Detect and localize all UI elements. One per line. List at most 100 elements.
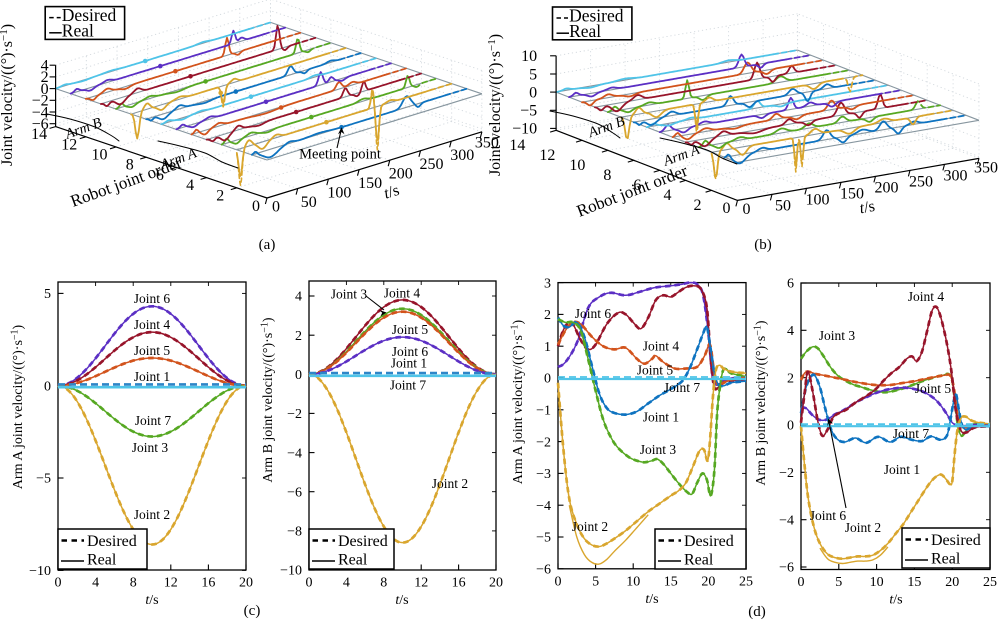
svg-text:2: 2 <box>295 329 302 344</box>
svg-text:−2: −2 <box>779 466 794 481</box>
svg-text:Desired: Desired <box>62 5 117 25</box>
svg-text:Real: Real <box>684 552 714 569</box>
svg-text:Real: Real <box>338 552 368 569</box>
svg-text:Joint 2: Joint 2 <box>845 520 881 535</box>
svg-text:Joint 3: Joint 3 <box>819 328 856 343</box>
svg-text:0: 0 <box>252 198 260 215</box>
svg-text:−6: −6 <box>32 116 49 133</box>
svg-text:Joint 1: Joint 1 <box>391 356 427 371</box>
svg-text:Joint 7: Joint 7 <box>390 377 427 392</box>
svg-text:Meeting point: Meeting point <box>299 147 381 163</box>
svg-text:10: 10 <box>92 147 108 164</box>
svg-text:−8: −8 <box>287 525 302 540</box>
svg-text:4: 4 <box>41 58 49 75</box>
svg-text:−4: −4 <box>287 446 302 461</box>
svg-text:Joint 2: Joint 2 <box>432 476 468 491</box>
svg-text:Arm B joint velocity/((°)·s−1): Arm B joint velocity/((°)·s−1) <box>753 320 770 486</box>
svg-text:5: 5 <box>529 66 537 83</box>
svg-text:t/s: t/s <box>395 593 408 608</box>
svg-text:5: 5 <box>835 575 842 590</box>
svg-text:25: 25 <box>983 575 997 590</box>
svg-text:Desired: Desired <box>338 533 388 550</box>
svg-text:150: 150 <box>840 185 864 202</box>
svg-text:−2: −2 <box>536 435 551 450</box>
svg-text:350: 350 <box>475 135 499 152</box>
svg-text:100: 100 <box>806 191 830 208</box>
svg-text:0: 0 <box>295 368 302 383</box>
svg-text:Real: Real <box>931 551 961 568</box>
svg-text:Joint 4: Joint 4 <box>908 289 945 304</box>
svg-text:Joint 3: Joint 3 <box>331 287 368 302</box>
svg-text:100: 100 <box>327 185 351 202</box>
svg-text:2: 2 <box>216 187 224 204</box>
svg-text:300: 300 <box>944 167 968 184</box>
svg-text:−2: −2 <box>287 407 302 422</box>
svg-text:Arm A joint velocity/((°)·s−1): Arm A joint velocity/((°)·s−1) <box>10 324 27 489</box>
svg-text:8: 8 <box>130 576 137 591</box>
svg-text:0: 0 <box>41 81 49 98</box>
svg-text:Joint 6: Joint 6 <box>392 344 429 359</box>
svg-text:−3: −3 <box>536 467 551 482</box>
svg-text:5: 5 <box>44 287 51 302</box>
svg-text:Joint 4: Joint 4 <box>384 285 421 300</box>
svg-text:10: 10 <box>569 157 585 174</box>
svg-text:0: 0 <box>55 576 62 591</box>
svg-text:t/s: t/s <box>858 198 876 217</box>
svg-text:Joint 1: Joint 1 <box>134 369 170 384</box>
svg-text:(a): (a) <box>259 237 276 253</box>
svg-text:4: 4 <box>186 177 194 194</box>
svg-text:25: 25 <box>739 574 753 589</box>
svg-text:−6: −6 <box>287 485 302 500</box>
svg-text:2: 2 <box>544 308 551 323</box>
svg-text:Joint 2: Joint 2 <box>134 507 170 522</box>
svg-text:−4: −4 <box>779 513 794 528</box>
svg-text:−6: −6 <box>779 561 794 576</box>
svg-text:Joint 5: Joint 5 <box>915 381 952 396</box>
svg-text:20: 20 <box>489 576 503 591</box>
svg-text:4: 4 <box>664 187 672 204</box>
svg-text:0: 0 <box>787 419 794 434</box>
svg-text:0: 0 <box>798 575 805 590</box>
svg-text:200: 200 <box>875 179 899 196</box>
svg-text:10: 10 <box>870 575 884 590</box>
svg-text:0: 0 <box>306 576 313 591</box>
svg-text:150: 150 <box>358 175 382 192</box>
svg-text:10: 10 <box>521 48 537 65</box>
svg-text:2: 2 <box>787 371 794 386</box>
svg-text:Arm B joint velocity/((°)·s−1): Arm B joint velocity/((°)·s−1) <box>260 317 277 483</box>
svg-text:Joint 3: Joint 3 <box>640 442 677 457</box>
svg-text:15: 15 <box>907 575 921 590</box>
svg-text:Joint 5: Joint 5 <box>637 362 674 377</box>
svg-text:−10: −10 <box>29 564 51 579</box>
svg-text:10: 10 <box>626 574 640 589</box>
svg-text:Joint 7: Joint 7 <box>893 426 930 441</box>
svg-text:−5: −5 <box>520 103 537 120</box>
svg-text:−4: −4 <box>32 104 49 121</box>
svg-text:8: 8 <box>380 576 387 591</box>
svg-text:20: 20 <box>945 575 959 590</box>
svg-text:5: 5 <box>592 574 599 589</box>
svg-text:20: 20 <box>239 576 253 591</box>
svg-text:2: 2 <box>694 197 702 214</box>
svg-text:3: 3 <box>544 276 551 291</box>
svg-text:−5: −5 <box>36 472 51 487</box>
svg-text:t/s: t/s <box>382 182 401 203</box>
svg-text:Desired: Desired <box>931 532 981 549</box>
svg-text:6: 6 <box>633 177 641 194</box>
svg-text:−5: −5 <box>536 531 551 546</box>
svg-text:2: 2 <box>41 69 49 86</box>
svg-text:−1: −1 <box>536 404 551 419</box>
svg-text:t/s: t/s <box>889 593 902 608</box>
svg-text:4: 4 <box>92 576 99 591</box>
svg-text:14: 14 <box>509 137 525 154</box>
svg-text:−6: −6 <box>536 563 551 578</box>
svg-text:350: 350 <box>974 159 998 176</box>
svg-text:Joint 5: Joint 5 <box>392 322 429 337</box>
svg-text:50: 50 <box>775 197 791 214</box>
svg-text:250: 250 <box>420 156 444 173</box>
svg-text:Real: Real <box>62 21 94 41</box>
svg-text:16: 16 <box>201 576 215 591</box>
svg-text:Joint 3: Joint 3 <box>132 440 169 455</box>
svg-text:20: 20 <box>701 574 715 589</box>
svg-text:−10: −10 <box>280 564 302 579</box>
